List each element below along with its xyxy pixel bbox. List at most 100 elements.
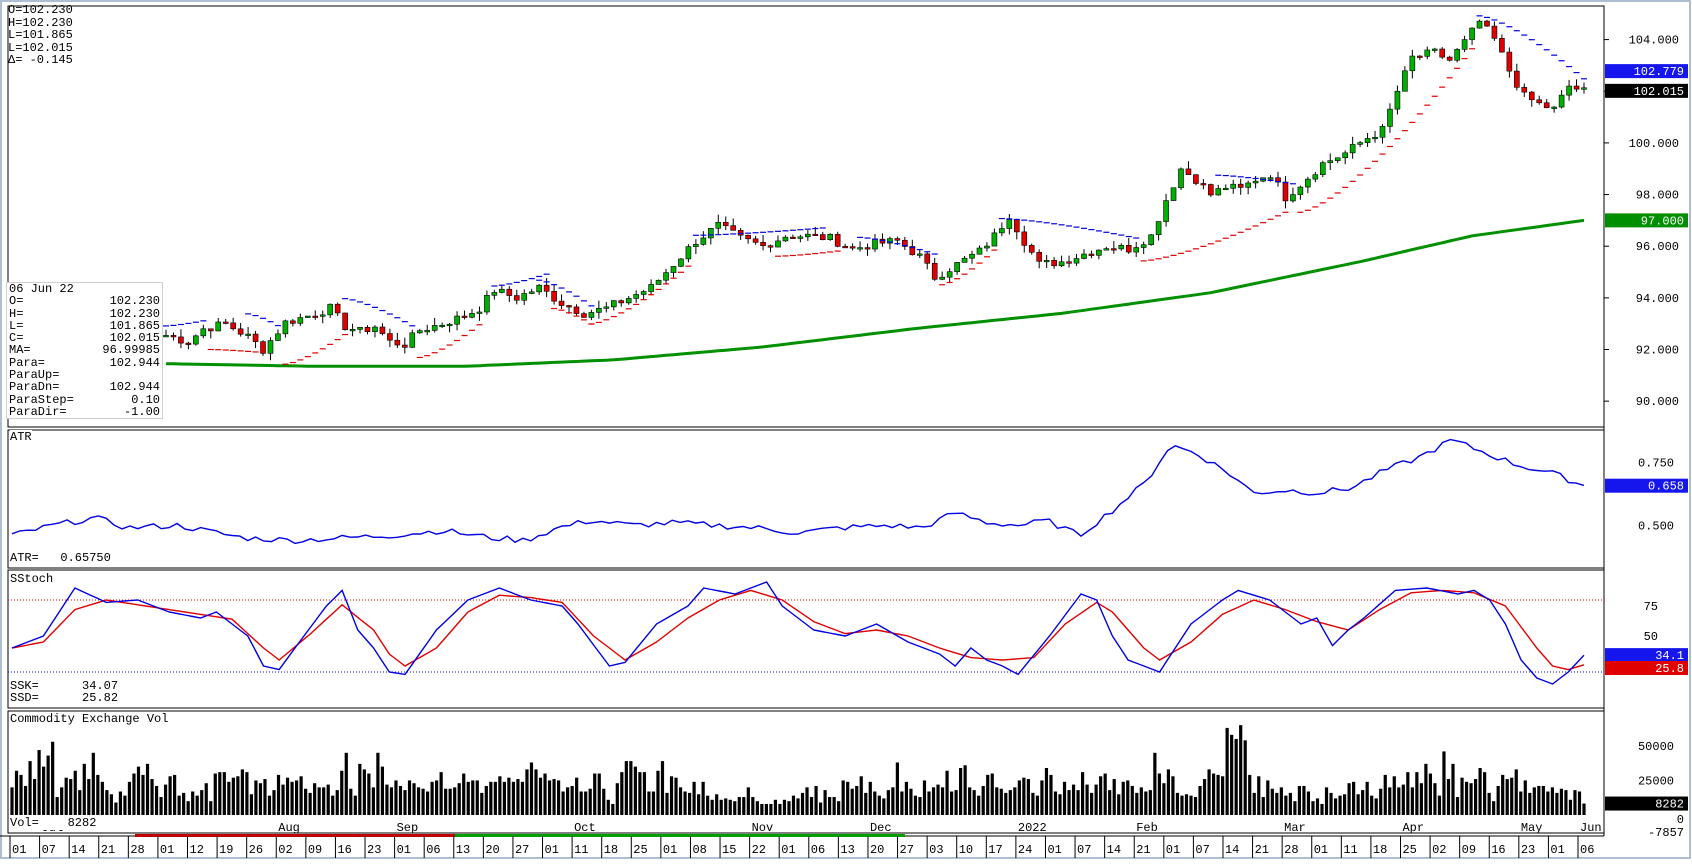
- volume-bar: [575, 777, 579, 815]
- volume-bar: [697, 794, 701, 815]
- volume-bar: [1035, 795, 1040, 815]
- candle-body: [1215, 188, 1222, 196]
- x-day-label: 14: [1107, 843, 1121, 857]
- candle-body: [543, 284, 550, 292]
- volume-bar: [1496, 785, 1500, 815]
- volume-bar: [1171, 776, 1175, 815]
- x-day-label: 16: [1491, 843, 1505, 857]
- volume-bar: [240, 769, 244, 815]
- volume-bar: [800, 792, 805, 815]
- volume-bar: [846, 781, 850, 815]
- atr-tick-label: 0.750: [1638, 457, 1674, 471]
- volume-bar: [1383, 774, 1387, 815]
- volume-bar: [995, 787, 999, 815]
- volume-bar: [927, 791, 931, 815]
- volume-bar: [439, 772, 443, 815]
- candle-body: [618, 300, 625, 304]
- candle-body: [1566, 85, 1572, 96]
- volume-bar: [222, 772, 226, 815]
- volume-bar: [1352, 781, 1356, 815]
- x-day-label: 11: [574, 843, 588, 857]
- volume-bar: [407, 780, 412, 815]
- candle-body: [648, 284, 654, 292]
- volume-bar: [245, 772, 249, 815]
- volume-bar: [624, 761, 628, 815]
- atr-pane-title: ATR: [10, 430, 32, 444]
- x-day-label: 01: [160, 843, 174, 857]
- volume-bar: [1112, 779, 1116, 815]
- volume-bar: [959, 768, 963, 815]
- volume-bar: [1370, 795, 1374, 815]
- candle-body: [327, 303, 333, 316]
- x-day-label: 23: [1521, 843, 1535, 857]
- volume-bar: [986, 774, 990, 815]
- volume-bar: [285, 777, 290, 815]
- volume-bar: [480, 792, 484, 815]
- volume-bar: [1406, 772, 1410, 815]
- candle-body: [722, 222, 729, 226]
- volume-bar: [855, 785, 859, 815]
- volume-bar: [1126, 780, 1130, 815]
- volume-bar: [267, 795, 272, 815]
- volume-bar: [1446, 779, 1451, 815]
- candle-body: [506, 288, 513, 296]
- volume-bar: [1573, 790, 1577, 815]
- volume-bar: [1501, 774, 1505, 815]
- volume-bar: [136, 766, 141, 815]
- candle-body: [581, 313, 587, 318]
- volume-bar: [1008, 790, 1012, 815]
- volume-bar: [1342, 794, 1347, 815]
- x-day-label: 01: [1314, 843, 1328, 857]
- volume-bar: [353, 795, 357, 815]
- volume-bar: [633, 766, 637, 815]
- candle-body: [909, 246, 916, 256]
- volume-bar: [1374, 798, 1378, 815]
- candle-body: [1499, 38, 1505, 53]
- volume-bar: [873, 791, 877, 815]
- volume-readout: Vol= 8282: [10, 816, 97, 830]
- volume-bar: [791, 795, 796, 815]
- candle-body: [230, 322, 236, 330]
- candle-body: [461, 315, 468, 318]
- candle-body: [245, 333, 251, 336]
- candle-body: [1036, 252, 1042, 262]
- volume-bar: [538, 777, 543, 815]
- volume-bar: [141, 774, 145, 815]
- volume-bar: [954, 790, 958, 815]
- candle-body: [1267, 177, 1274, 180]
- volume-bar: [1013, 787, 1017, 815]
- volume-bar: [276, 774, 281, 815]
- candle-body: [319, 314, 326, 317]
- volume-bar: [724, 798, 728, 815]
- price-tick-label: 104.000: [1629, 34, 1679, 48]
- candle-body: [1342, 152, 1348, 159]
- x-day-label: 12: [190, 843, 204, 857]
- volume-bar: [1162, 783, 1166, 815]
- candle-body: [573, 306, 580, 314]
- volume-bar: [1478, 768, 1482, 815]
- pane-frame-atr: [7, 429, 1605, 569]
- volume-bar: [525, 769, 529, 815]
- volume-bar: [864, 792, 868, 815]
- volume-bar: [1234, 738, 1238, 815]
- x-day-label: 16: [337, 843, 351, 857]
- ssd-value-tag: 25.8: [1655, 662, 1684, 676]
- volume-bar: [1085, 784, 1089, 815]
- candle-body: [446, 323, 453, 327]
- volume-bar: [23, 785, 28, 815]
- volume-bar: [755, 801, 759, 815]
- x-day-label: 01: [1047, 843, 1061, 857]
- candle-body: [745, 234, 751, 240]
- volume-bar: [290, 781, 294, 815]
- volume-bar: [1541, 785, 1545, 815]
- data-window-row: ParaStep= 0.10: [9, 392, 160, 407]
- candle-body: [1372, 136, 1378, 140]
- candle-body: [1163, 200, 1169, 222]
- volume-bar: [163, 784, 168, 815]
- volume-bar: [511, 781, 516, 815]
- volume-bar: [913, 795, 918, 815]
- volume-bar: [782, 799, 787, 815]
- volume-bar: [529, 762, 534, 815]
- candle-body: [163, 335, 169, 338]
